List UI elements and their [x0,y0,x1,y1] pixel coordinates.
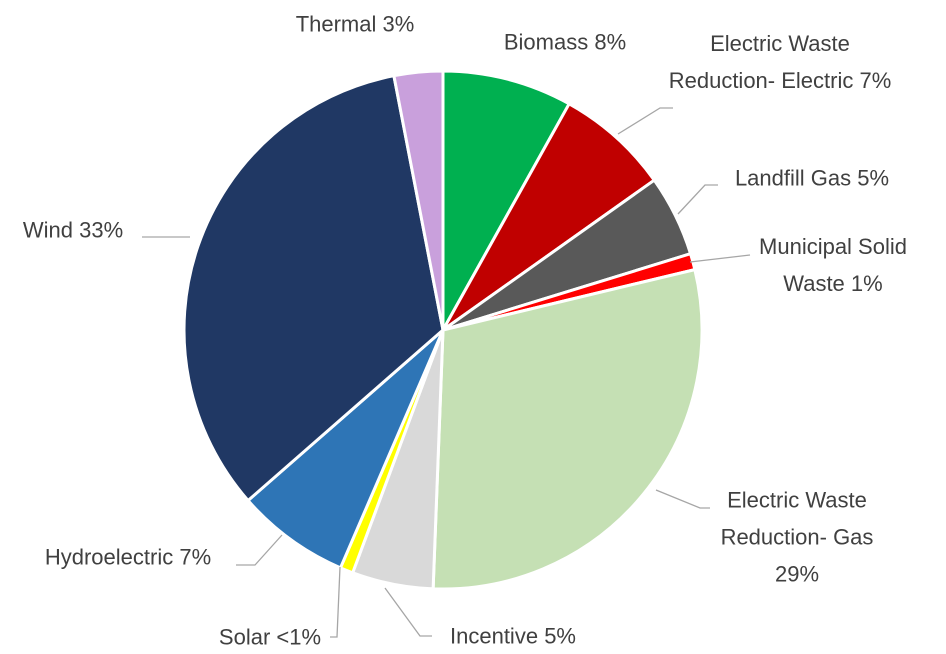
category-name: Wind [22,217,73,243]
slice-label: Wind 33% [3,212,143,249]
leader-line [236,534,283,566]
pie-slice [431,268,704,591]
value-label: 29% [774,561,820,587]
value-label: 5% [544,623,576,649]
pie-slice [441,69,571,332]
slice-label: Incentive 5% [413,618,613,654]
category-name: Municipal Solid Waste [759,234,907,296]
leader-line [677,184,718,215]
slice-label: Thermal 3% [275,6,435,43]
leader-line [689,254,751,263]
leader-line [617,107,673,135]
category-name: Electric Waste Reduction- Electric [668,31,854,93]
slice-label: Biomass 8% [465,24,665,61]
category-name: Thermal [295,11,377,37]
slice-label: Landfill Gas 5% [712,160,912,197]
category-name: Hydroelectric [44,544,174,570]
leader-line [384,587,432,637]
value-label: 7% [859,68,892,93]
category-name: Solar [218,624,271,650]
pie-slice [246,328,445,570]
category-name: Landfill Gas [734,165,852,191]
value-label: 3% [382,11,415,37]
category-name: Incentive [450,623,539,649]
value-label: 7% [179,544,212,570]
pie-slice [441,102,656,332]
slice-label: Electric Waste Reduction- Gas 29% [697,482,897,593]
value-label: 1% [850,271,883,296]
pie-slice [392,69,445,332]
value-label: <1% [276,624,322,650]
leader-line [655,489,710,509]
slice-label: Hydroelectric 7% [13,539,243,576]
value-label: 8% [594,29,627,55]
category-name: Electric Waste Reduction- Gas [720,487,874,550]
leader-line [330,566,341,638]
slice-label: Electric Waste Reduction- Electric 7% [665,25,895,99]
slice-label: Municipal Solid Waste 1% [743,228,923,302]
value-label: 33% [79,217,124,243]
value-label: 5% [857,165,890,191]
pie-slice [182,74,445,503]
category-name: Biomass [503,29,589,55]
slice-label: Solar <1% [190,619,350,654]
